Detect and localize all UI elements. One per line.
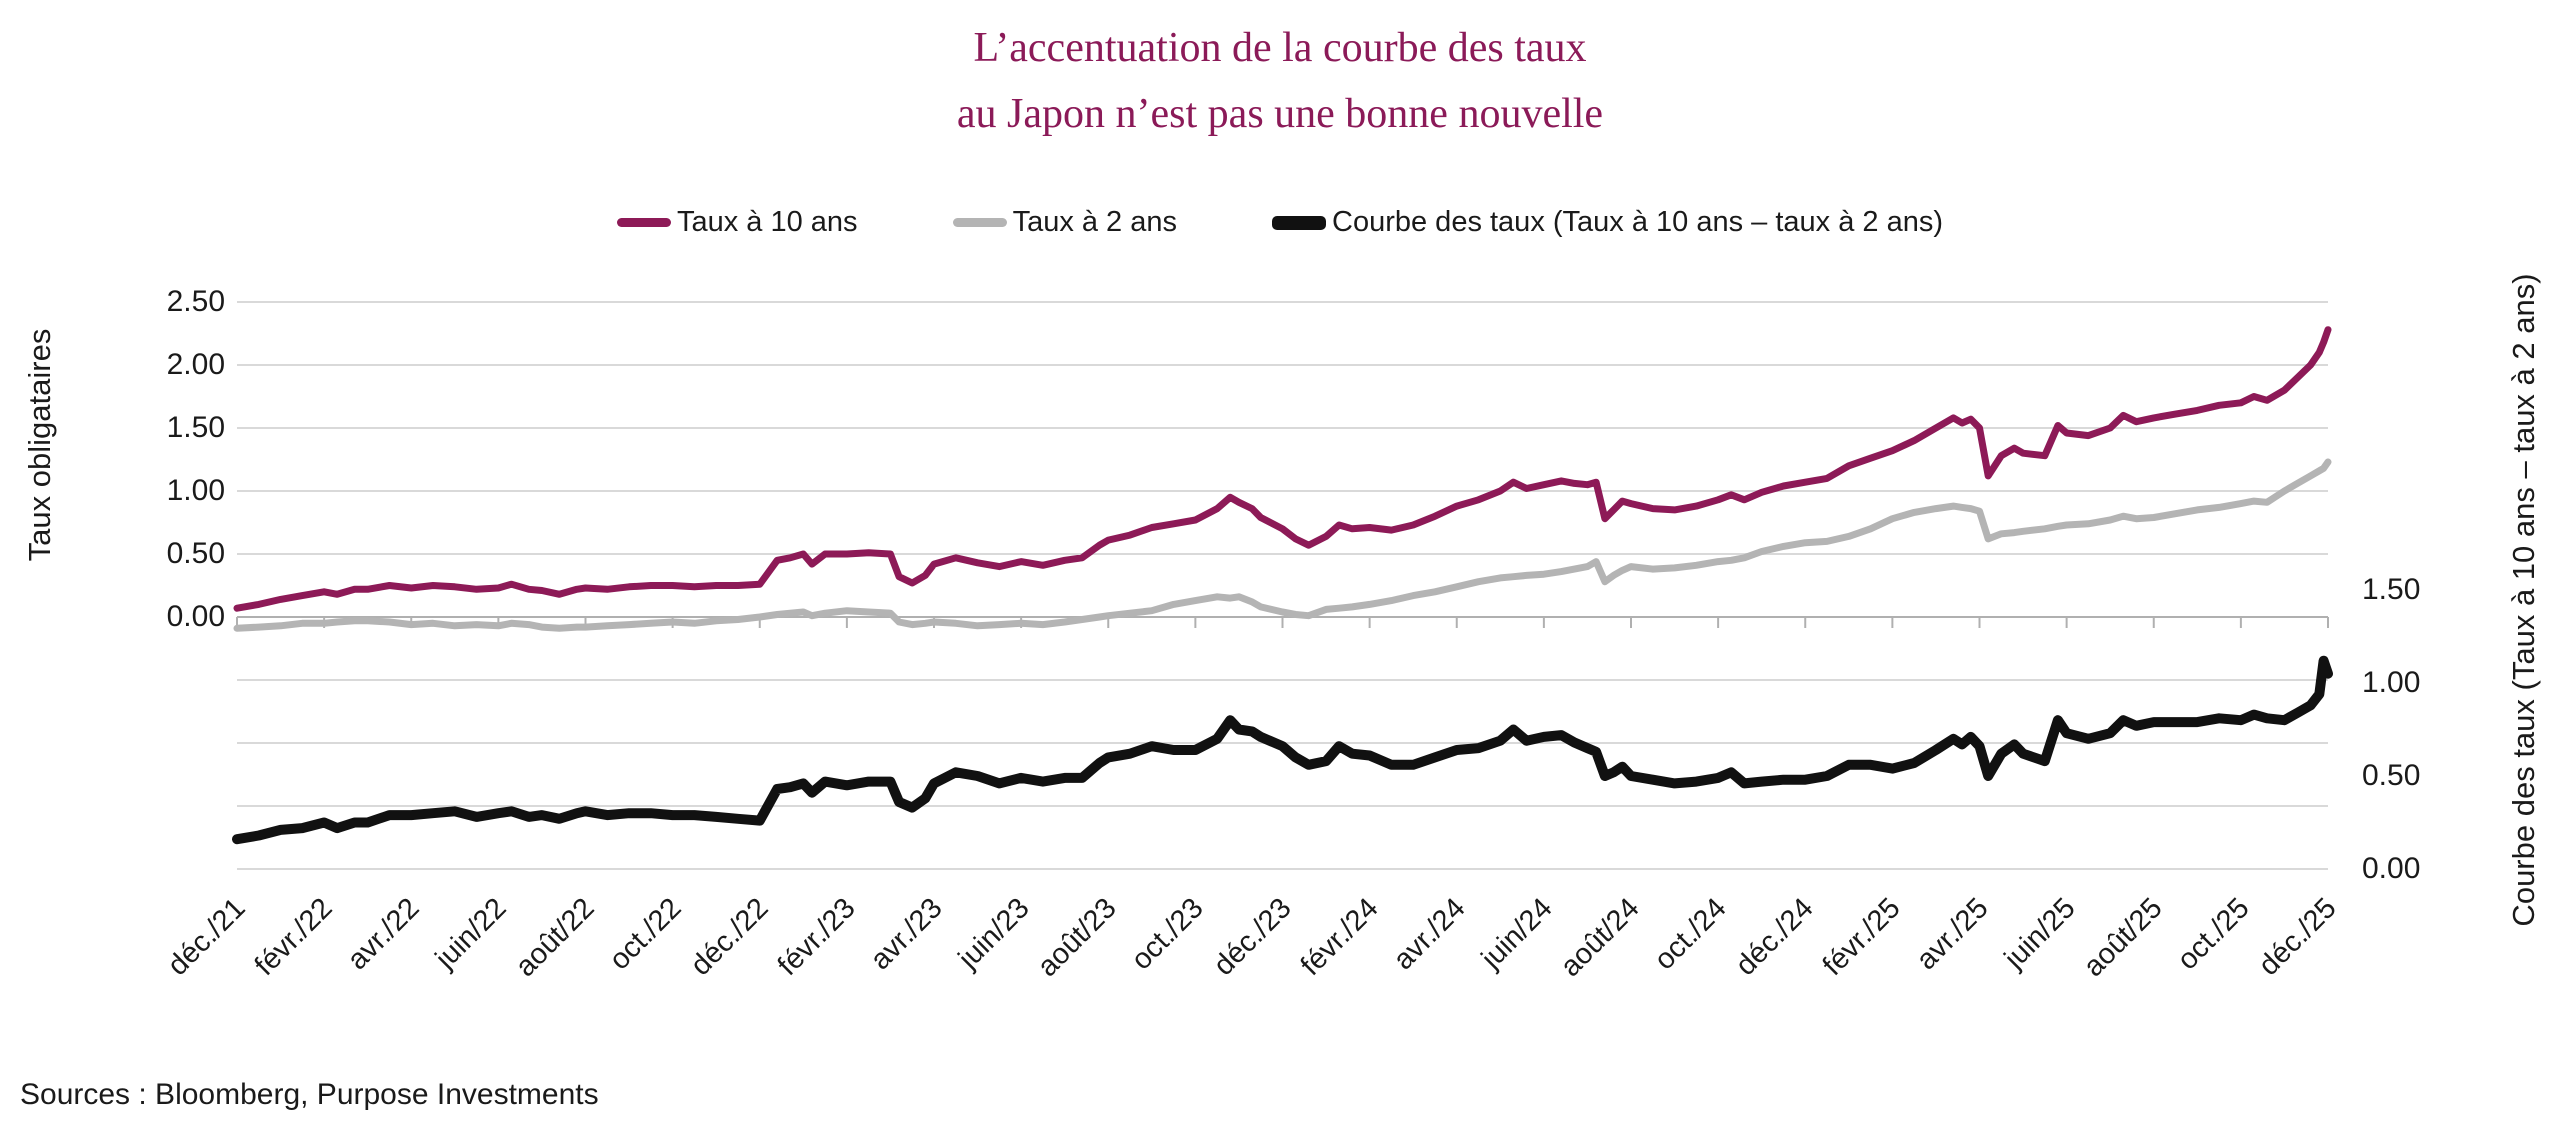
y-left-tick-label: 0.00 xyxy=(166,600,225,633)
sources-note: Sources : Bloomberg, Purpose Investments xyxy=(20,1078,599,1111)
y-left-tick-label: 2.50 xyxy=(166,285,225,318)
legend-label-spread: Courbe des taux (Taux à 10 ans – taux à … xyxy=(1332,206,1943,238)
legend-item-2y[interactable]: Taux à 2 ans xyxy=(952,206,1178,239)
y-left-tick-label: 1.50 xyxy=(166,411,225,444)
y-right-tick-label: 0.00 xyxy=(2362,852,2421,885)
legend-label-2y: Taux à 2 ans xyxy=(1012,206,1178,238)
y-right-tick-label: 0.50 xyxy=(2362,759,2421,792)
legend-label-10y: Taux à 10 ans xyxy=(676,206,858,238)
legend-swatch-10y-icon xyxy=(616,218,671,227)
legend-swatch-2y-icon xyxy=(952,218,1007,227)
legend-item-spread[interactable]: Courbe des taux (Taux à 10 ans – taux à … xyxy=(1272,206,1943,239)
y-left-tick-label: 2.00 xyxy=(166,348,225,381)
y-right-tick-label: 1.50 xyxy=(2362,573,2421,606)
y-right-tick-label: 1.00 xyxy=(2362,666,2421,699)
y-left-tick-label: 1.00 xyxy=(166,474,225,507)
y-left-tick-label: 0.50 xyxy=(166,537,225,570)
series-line-courbe-des-taux-taux-10-ans-taux-2-ans xyxy=(232,655,2333,845)
chart-title-line2: au Japon n’est pas une bonne nouvelle xyxy=(956,90,1604,137)
chart-title-line1: L’accentuation de la courbe des taux xyxy=(973,25,1587,71)
chart-title: L’accentuation de la courbe des taux au … xyxy=(0,16,2560,147)
legend-swatch-spread-icon xyxy=(1272,215,1327,230)
series-line-taux-2-ans xyxy=(233,458,2332,632)
series-line-taux-10-ans xyxy=(233,326,2332,612)
legend-item-10y[interactable]: Taux à 10 ans xyxy=(616,206,858,239)
legend: Taux à 10 ans Taux à 2 ans Courbe des ta… xyxy=(0,206,2560,239)
